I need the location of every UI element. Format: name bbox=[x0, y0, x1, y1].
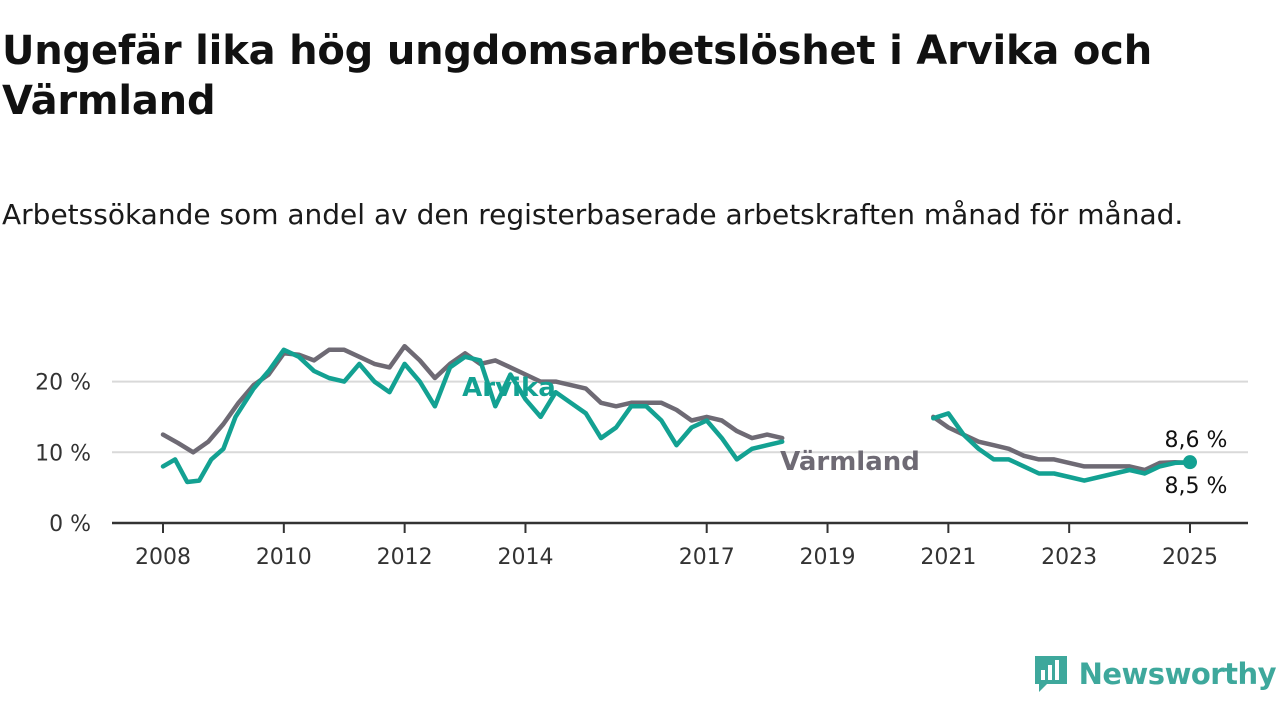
chart-subtitle: Arbetssökande som andel av den registerb… bbox=[2, 198, 1184, 231]
x-tick-label: 2014 bbox=[497, 545, 553, 570]
x-axis: 2008 2010 2012 2014 2017 2019 2021 2023 2025 bbox=[112, 521, 1248, 570]
y-axis: 0 % 10 % 20 % bbox=[35, 371, 91, 537]
x-tick-label: 2010 bbox=[256, 545, 312, 570]
x-tick-label: 2008 bbox=[135, 545, 191, 570]
series-label-varmland: Värmland bbox=[780, 447, 920, 477]
brand: Newsworthy bbox=[1033, 654, 1277, 694]
series-line-arvika bbox=[160, 347, 1193, 485]
series-labels: Värmland Arvika 8,6 % 8,5 % bbox=[462, 373, 1227, 499]
newsworthy-chart-logo-icon bbox=[1034, 656, 1067, 692]
x-tick-label: 2025 bbox=[1162, 545, 1218, 570]
end-point-arvika bbox=[1183, 455, 1197, 470]
end-value-label-arvika: 8,6 % bbox=[1165, 428, 1228, 453]
x-tick-label: 2019 bbox=[800, 545, 856, 570]
x-tick-label: 2021 bbox=[920, 545, 976, 570]
gridlines bbox=[112, 380, 1248, 454]
end-value-label-varmland: 8,5 % bbox=[1165, 474, 1228, 499]
series-lines bbox=[160, 343, 1197, 485]
chart-title: Ungefär lika hög ungdomsarbetslöshet i A… bbox=[2, 28, 1152, 124]
y-tick-label: 0 % bbox=[49, 512, 91, 537]
x-tick-label: 2017 bbox=[679, 545, 735, 570]
x-tick-label: 2012 bbox=[377, 545, 433, 570]
series-label-arvika: Arvika bbox=[462, 373, 556, 403]
x-tick-label: 2023 bbox=[1041, 545, 1097, 570]
brand-name: Newsworthy bbox=[1078, 657, 1277, 691]
y-tick-label: 10 % bbox=[35, 441, 91, 466]
y-tick-label: 20 % bbox=[35, 371, 91, 396]
